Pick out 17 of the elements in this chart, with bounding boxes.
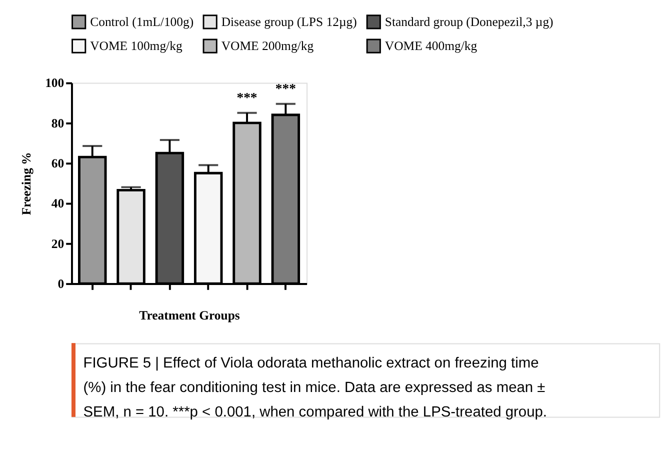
legend-label: VOME 200mg/kg: [221, 38, 314, 53]
caption: FIGURE 5 | Effect of Viola odorata methanolic extract on freezing time (%) in the fear conditioning test in mice. Data are expressed as mean ± SEM, n = 10. ***p < 0.001, when compared with the LPS-treated group.: [83, 355, 548, 420]
legend-label: VOME 400mg/kg: [384, 38, 478, 53]
legend-label: Disease group (LPS 12µg): [221, 14, 357, 29]
y-tick-label: 100: [45, 76, 64, 90]
y-tick-label: 80: [51, 116, 64, 130]
data-label: ***: [275, 81, 296, 96]
x-axis-title: Treatment Groups: [139, 308, 240, 322]
data-label: ***: [236, 90, 258, 106]
legend-label: VOME 100mg/kg: [90, 38, 183, 53]
legend-label: Standard group (Donepezil,3 µg): [384, 14, 554, 29]
y-tick-label: 20: [51, 236, 64, 251]
y-tick-label: 40: [51, 196, 64, 211]
y-tick-label: 60: [51, 156, 64, 170]
y-tick-label: 0: [58, 276, 64, 291]
y-axis-title: Freezing %: [19, 152, 34, 216]
legend-label: Control (1mL/100g): [90, 14, 194, 29]
